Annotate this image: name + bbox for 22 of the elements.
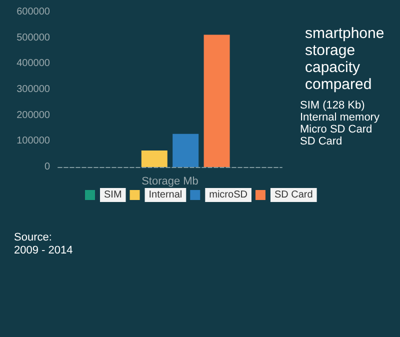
legend-label: SIM — [104, 190, 122, 200]
text: Internal memory — [300, 112, 380, 124]
legend-label: Internal — [148, 190, 182, 200]
legend-label: microSD — [209, 190, 248, 200]
text: 2009 - 2014 — [14, 244, 73, 256]
text: Micro SD Card — [300, 124, 372, 136]
y-tick-label: 100000 — [16, 136, 50, 147]
text: SD Card — [300, 136, 342, 148]
source-note: Source: — [14, 232, 52, 244]
bar — [141, 150, 168, 167]
text: smartphone storage capacity compared — [305, 25, 388, 93]
y-tick-label: 400000 — [16, 58, 50, 70]
y-tick-label: 300000 — [16, 84, 50, 95]
bar — [172, 134, 199, 167]
legend-label: SD Card — [274, 190, 313, 200]
y-tick-label: 600000 — [16, 6, 50, 18]
y-tick-label: 200000 — [16, 110, 50, 121]
x-axis-title: Storage Mb — [142, 175, 198, 188]
y-tick-label: 500000 — [16, 32, 50, 44]
text: SIM (128 Kb) — [300, 100, 365, 112]
bar — [204, 34, 230, 167]
y-tick-label: 0 — [44, 162, 50, 172]
